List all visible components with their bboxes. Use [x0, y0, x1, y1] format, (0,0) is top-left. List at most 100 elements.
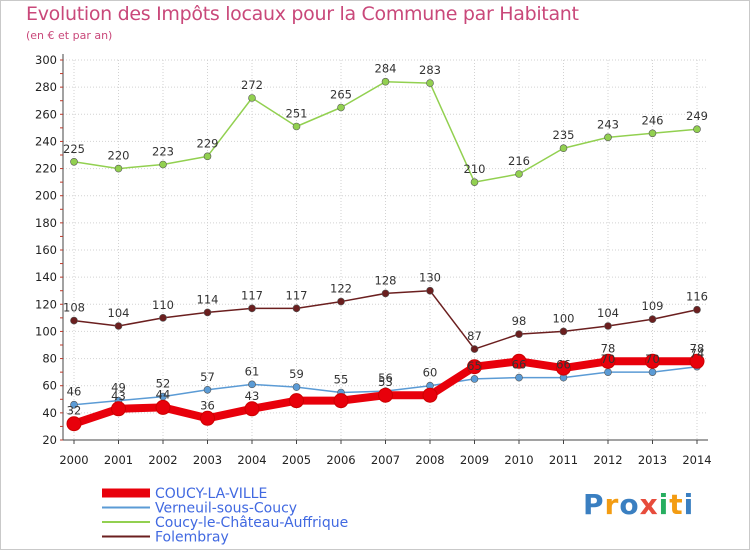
data-label: 265: [330, 88, 352, 102]
data-point: [648, 129, 657, 138]
data-point: [559, 144, 568, 153]
y-tick-label: 60: [42, 379, 57, 393]
data-label: 223: [152, 145, 174, 159]
logo-letter: i: [658, 488, 670, 521]
logo-letter: i: [683, 488, 695, 521]
data-point: [203, 152, 212, 161]
data-label: 70: [645, 352, 660, 366]
data-label: 74: [690, 347, 705, 361]
data-label: 130: [419, 271, 441, 285]
legend-label: Verneuil-sous-Coucy: [155, 501, 297, 517]
data-label: 66: [512, 358, 527, 372]
logo-letter: r: [604, 488, 620, 521]
data-label: 60: [423, 366, 438, 380]
data-point: [70, 316, 78, 325]
series-Folembray: [70, 286, 701, 353]
y-tick-label: 140: [35, 270, 57, 284]
data-point: [292, 122, 301, 131]
data-point: [244, 401, 260, 417]
data-point: [604, 368, 612, 376]
y-tick-label: 80: [42, 352, 57, 366]
data-point: [470, 375, 479, 383]
data-label: 210: [464, 162, 486, 176]
data-label: 116: [686, 290, 708, 304]
data-label: 32: [67, 404, 82, 418]
chart-title: Evolution des Impôts locaux pour la Comm…: [26, 3, 579, 25]
y-tick-label: 40: [42, 406, 57, 420]
data-point: [604, 133, 612, 142]
series-COUCY-LA-VILLE: [66, 353, 705, 432]
x-tick-label: 2000: [59, 453, 88, 467]
data-point: [200, 410, 215, 426]
x-tick-label: 2009: [460, 453, 489, 467]
y-tick-label: 120: [35, 297, 57, 311]
y-tick-label: 20: [42, 433, 57, 447]
data-point: [159, 160, 167, 169]
x-tick-label: 2001: [104, 453, 133, 467]
y-tick-label: 240: [35, 134, 57, 148]
logo-letter: o: [619, 488, 640, 521]
data-point: [648, 315, 657, 324]
data-label: 36: [200, 398, 215, 412]
data-point: [426, 79, 434, 87]
data-point: [511, 353, 527, 369]
data-point: [114, 164, 123, 173]
logo-letter: t: [669, 488, 684, 521]
data-label: 117: [241, 288, 263, 302]
data-point: [248, 94, 256, 102]
x-tick-label: 2012: [593, 453, 622, 467]
data-point: [333, 393, 349, 409]
data-label: 78: [690, 341, 705, 355]
data-label: 117: [286, 288, 308, 302]
proxiti-logo: Proxiti: [583, 488, 694, 521]
data-point: [381, 77, 390, 86]
data-label: 59: [289, 367, 304, 381]
data-point: [159, 314, 167, 322]
data-point: [70, 157, 78, 166]
data-label: 283: [419, 63, 441, 77]
data-point: [203, 385, 212, 394]
y-tick-label: 160: [35, 243, 57, 257]
data-point: [203, 308, 212, 317]
data-label: 100: [553, 311, 575, 325]
x-tick-label: 2014: [682, 453, 711, 467]
data-point: [470, 345, 479, 353]
data-point: [292, 304, 301, 313]
x-tick-label: 2007: [371, 453, 400, 467]
data-point: [693, 125, 701, 134]
data-point: [337, 297, 345, 306]
data-point: [381, 289, 390, 298]
data-point: [422, 387, 438, 403]
data-point: [155, 399, 171, 415]
legend-label: Folembray: [155, 530, 229, 546]
data-label: 44: [156, 387, 171, 401]
data-label: 66: [556, 358, 571, 372]
data-label: 108: [63, 301, 85, 315]
data-point: [426, 286, 434, 295]
data-label: 61: [245, 364, 260, 378]
data-point: [515, 170, 523, 178]
data-label: 98: [512, 314, 527, 328]
data-label: 110: [152, 298, 174, 312]
data-label: 43: [111, 389, 126, 403]
data-label: 225: [63, 142, 85, 156]
data-point: [689, 353, 705, 369]
y-tick-label: 220: [35, 162, 57, 176]
chart-subtitle: (en € et par an): [26, 29, 113, 42]
data-label: 216: [508, 154, 530, 168]
data-point: [515, 330, 523, 338]
data-point: [648, 368, 657, 376]
data-label: 65: [467, 359, 482, 373]
y-tick-label: 180: [35, 216, 57, 230]
data-label: 272: [241, 78, 263, 92]
data-point: [559, 327, 568, 336]
data-point: [337, 103, 345, 112]
data-label: 235: [553, 128, 575, 142]
data-point: [645, 353, 660, 369]
data-label: 104: [597, 306, 619, 320]
data-label: 220: [108, 149, 130, 163]
logo-letter: P: [583, 488, 605, 521]
data-label: 49: [111, 381, 126, 395]
data-point: [604, 322, 612, 330]
